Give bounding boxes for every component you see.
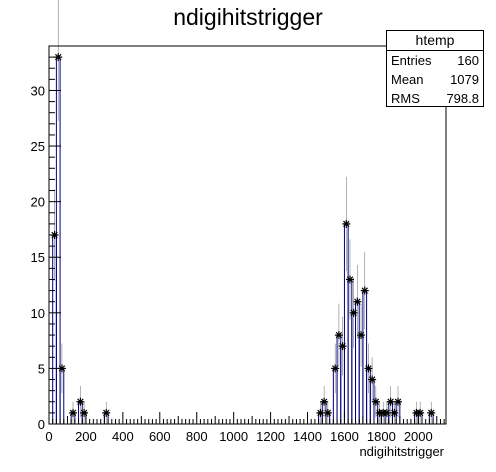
stats-entries-row: Entries 160 [387,51,483,70]
stats-mean-label: Mean [391,72,424,87]
data-point [76,397,85,406]
y-tick-label: 20 [31,195,45,210]
x-tick-label: 200 [75,429,97,444]
data-point [80,408,89,417]
y-tick-label: 30 [31,83,45,98]
stats-rms-row: RMS 798.8 [387,89,483,108]
x-tick-label: 1000 [219,429,248,444]
x-tick-label: 800 [186,429,208,444]
data-point [334,331,343,340]
data-point [382,408,391,417]
data-point [342,219,351,228]
x-axis-label: ndigihitstrigger [359,444,444,459]
data-point [427,408,436,417]
y-tick-label: 25 [31,139,45,154]
x-tick-label: 1200 [256,429,285,444]
data-point [338,342,347,351]
x-tick-label: 600 [149,429,171,444]
data-point [371,397,380,406]
x-tick-label: 2000 [404,429,433,444]
data-point [364,364,373,373]
data-point [360,286,369,295]
stats-rms-value: 798.8 [446,91,479,106]
stats-mean-value: 1079 [450,72,479,87]
data-point [353,297,362,306]
data-point [386,397,395,406]
data-point [390,408,399,417]
data-point [316,408,325,417]
y-tick-label: 5 [38,361,45,376]
stats-mean-row: Mean 1079 [387,70,483,89]
data-point [393,397,402,406]
x-tick-label: 1800 [367,429,396,444]
stats-box: htemp Entries 160 Mean 1079 RMS 798.8 [386,30,484,107]
data-point [368,375,377,384]
x-tick-label: 1400 [293,429,322,444]
data-point [416,408,425,417]
data-point [357,331,366,340]
data-point [102,408,111,417]
data-point [331,364,340,373]
data-point [320,397,329,406]
stats-title: htemp [387,31,483,51]
y-tick-label: 15 [31,250,45,265]
data-point [54,53,63,62]
x-tick-label: 400 [112,429,134,444]
x-tick-label: 1600 [330,429,359,444]
y-tick-label: 10 [31,306,45,321]
data-point [323,408,332,417]
data-point [69,408,78,417]
stats-rms-label: RMS [391,91,420,106]
data-point [349,308,358,317]
y-tick-label: 0 [38,417,45,432]
chart-title: ndigihitstrigger [173,4,323,30]
stats-entries-value: 160 [457,53,479,68]
data-point [345,275,354,284]
x-tick-label: 0 [45,429,52,444]
stats-entries-label: Entries [391,53,432,68]
